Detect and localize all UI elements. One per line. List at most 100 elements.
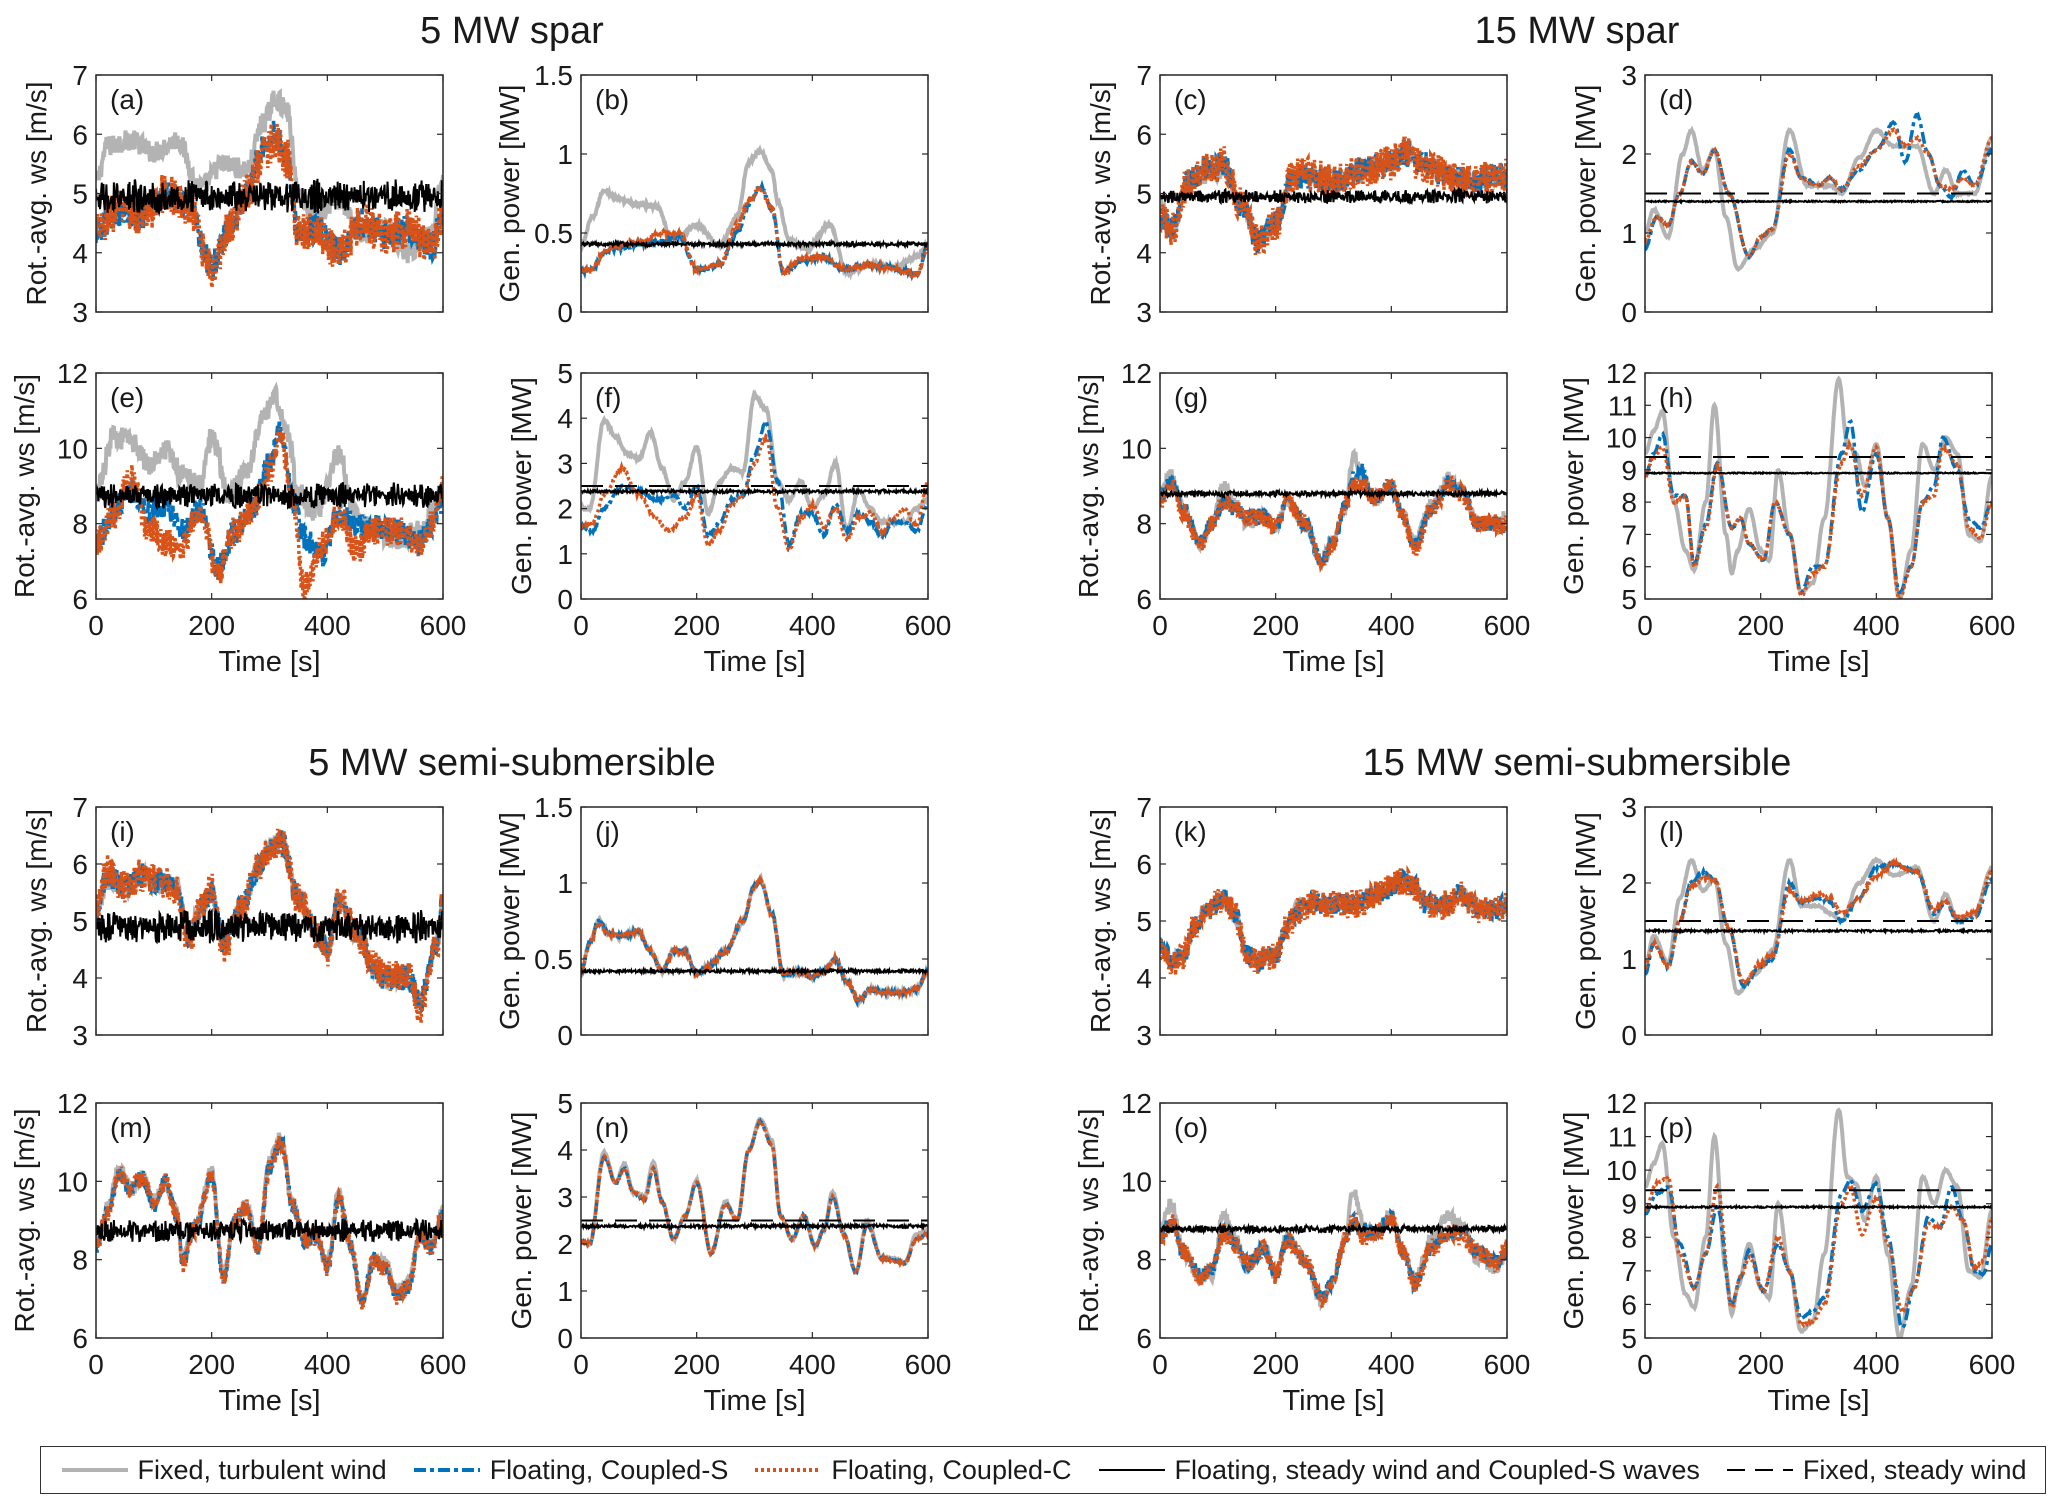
series-float-c	[1645, 437, 1992, 599]
series-float-steady	[1160, 486, 1507, 500]
plot-series-group	[1160, 1189, 1507, 1312]
panel-o: 0 200 400 600 6 8 10 12 (o) Rot.-avg. ws [m/s] Tim…	[1073, 1088, 1530, 1417]
panel-label: (p)	[1659, 1112, 1693, 1143]
series-float-c	[581, 432, 928, 552]
plot-series-group	[581, 389, 928, 553]
x-tick-label: 200	[1252, 1349, 1299, 1380]
x-tick-label: 400	[1853, 1349, 1900, 1380]
series-float-steady	[1645, 1203, 1992, 1211]
y-tick-label: 5	[72, 179, 88, 210]
x-axis-label: Time [s]	[703, 646, 805, 678]
panel-a: 3 4 5 6 7 (a) Rot.-avg. ws [m/s]	[21, 60, 444, 328]
plot-series-group	[1160, 447, 1507, 574]
x-tick-label: 200	[673, 610, 720, 641]
y-tick-label: 10	[57, 433, 88, 464]
x-axis-label: Time [s]	[1282, 1385, 1384, 1417]
y-axis-label: Gen. power [MW]	[506, 1112, 537, 1330]
series-fixed-turb	[581, 389, 928, 535]
series-float-c	[1160, 1212, 1507, 1309]
y-axis-label: Gen. power [MW]	[494, 812, 525, 1030]
y-tick-label: 1	[557, 1276, 573, 1307]
y-tick-label: 12	[1121, 358, 1152, 389]
axes-box	[1159, 1102, 1508, 1339]
series-float-c	[96, 1135, 443, 1310]
x-tick-label: 400	[1368, 610, 1415, 641]
x-tick-label: 200	[188, 610, 235, 641]
y-tick-label: 4	[72, 238, 88, 269]
panel-label: (d)	[1659, 84, 1693, 115]
y-tick-label: 8	[1136, 509, 1152, 540]
y-tick-label: 6	[72, 119, 88, 150]
x-tick-label: 0	[573, 1349, 589, 1380]
panel-label: (j)	[595, 816, 620, 847]
y-tick-label: 3	[1136, 1020, 1152, 1051]
panel-label: (i)	[110, 816, 135, 847]
group-title-15mw-spar: 15 MW spar	[1474, 10, 1680, 52]
x-tick-label: 400	[789, 1349, 836, 1380]
y-tick-label: 6	[1621, 1289, 1637, 1320]
series-float-s	[1645, 1175, 1992, 1331]
panel-c: 3 4 5 6 7 (c) Rot.-avg. ws [m/s]	[1085, 60, 1508, 328]
x-tick-label: 200	[188, 1349, 235, 1380]
x-tick-label: 400	[1853, 610, 1900, 641]
panel-label: (b)	[595, 84, 629, 115]
series-float-steady	[1645, 926, 1992, 936]
y-tick-label: 12	[57, 1088, 88, 1119]
y-tick-label: 10	[57, 1166, 88, 1197]
y-tick-label: 4	[557, 1135, 573, 1166]
series-float-steady	[581, 238, 928, 251]
group-title-15mw-semisub: 15 MW semi-submersible	[1362, 742, 1792, 784]
y-tick-label: 8	[1621, 487, 1637, 518]
x-tick-label: 600	[1969, 1349, 2016, 1380]
x-tick-label: 400	[1368, 1349, 1415, 1380]
axes-box	[1644, 74, 1993, 313]
legend-label: Floating, Coupled-S	[489, 1454, 729, 1485]
plot-area	[96, 1103, 443, 1338]
y-tick-label: 4	[72, 963, 88, 994]
y-tick-label: 4	[1136, 238, 1152, 269]
y-tick-label: 9	[1621, 455, 1637, 486]
legend-label: Fixed, turbulent wind	[137, 1454, 387, 1485]
series-float-steady	[1160, 1221, 1507, 1236]
series-float-steady	[1645, 470, 1992, 476]
y-axis-label: Rot.-avg. ws [m/s]	[1085, 81, 1116, 305]
legend-item-floating-coupled-s: Floating, Coupled-S	[412, 1454, 729, 1486]
plot-series-group	[96, 1132, 443, 1310]
y-tick-label: 0	[557, 1323, 573, 1354]
panel-m: 0 200 400 600 6 8 10 12 (m) Rot.-avg. ws [m/s] Tim…	[9, 1088, 466, 1417]
x-axis-label: Time [s]	[703, 1385, 805, 1417]
series-float-steady	[96, 178, 443, 217]
legend-swatch-dashed-black	[1726, 1469, 1793, 1471]
y-tick-label: 7	[72, 60, 88, 91]
x-tick-label: 200	[673, 1349, 720, 1380]
y-tick-label: 4	[1136, 963, 1152, 994]
y-tick-label: 0	[557, 297, 573, 328]
x-axis-label: Time [s]	[218, 1385, 320, 1417]
y-tick-label: 7	[1621, 519, 1637, 550]
y-tick-label: 7	[72, 792, 88, 823]
y-axis-label: Rot.-avg. ws [m/s]	[21, 81, 52, 305]
y-tick-label: 0	[557, 1020, 573, 1051]
y-tick-label: 3	[557, 1182, 573, 1213]
y-tick-label: 1	[1621, 944, 1637, 975]
y-tick-label: 2	[1621, 868, 1637, 899]
y-tick-label: 6	[1136, 584, 1152, 615]
series-float-steady	[96, 1216, 443, 1245]
series-float-s	[96, 1134, 443, 1308]
y-tick-label: 8	[1621, 1222, 1637, 1253]
y-tick-label: 3	[557, 448, 573, 479]
y-tick-label: 7	[1136, 792, 1152, 823]
x-tick-label: 400	[304, 610, 351, 641]
y-tick-label: 6	[1136, 849, 1152, 880]
series-float-c	[96, 122, 443, 289]
y-axis-label: Gen. power [MW]	[1558, 1112, 1589, 1330]
series-float-c	[96, 828, 443, 1028]
y-tick-label: 1.5	[534, 60, 573, 91]
x-tick-label: 600	[420, 1349, 467, 1380]
y-tick-label: 2	[1621, 139, 1637, 170]
x-tick-label: 600	[1969, 610, 2016, 641]
axes-box	[1159, 372, 1508, 600]
plot-series-group	[581, 144, 928, 282]
legend-swatch-dashdot-blue	[413, 1468, 480, 1472]
y-tick-label: 0	[1621, 1020, 1637, 1051]
